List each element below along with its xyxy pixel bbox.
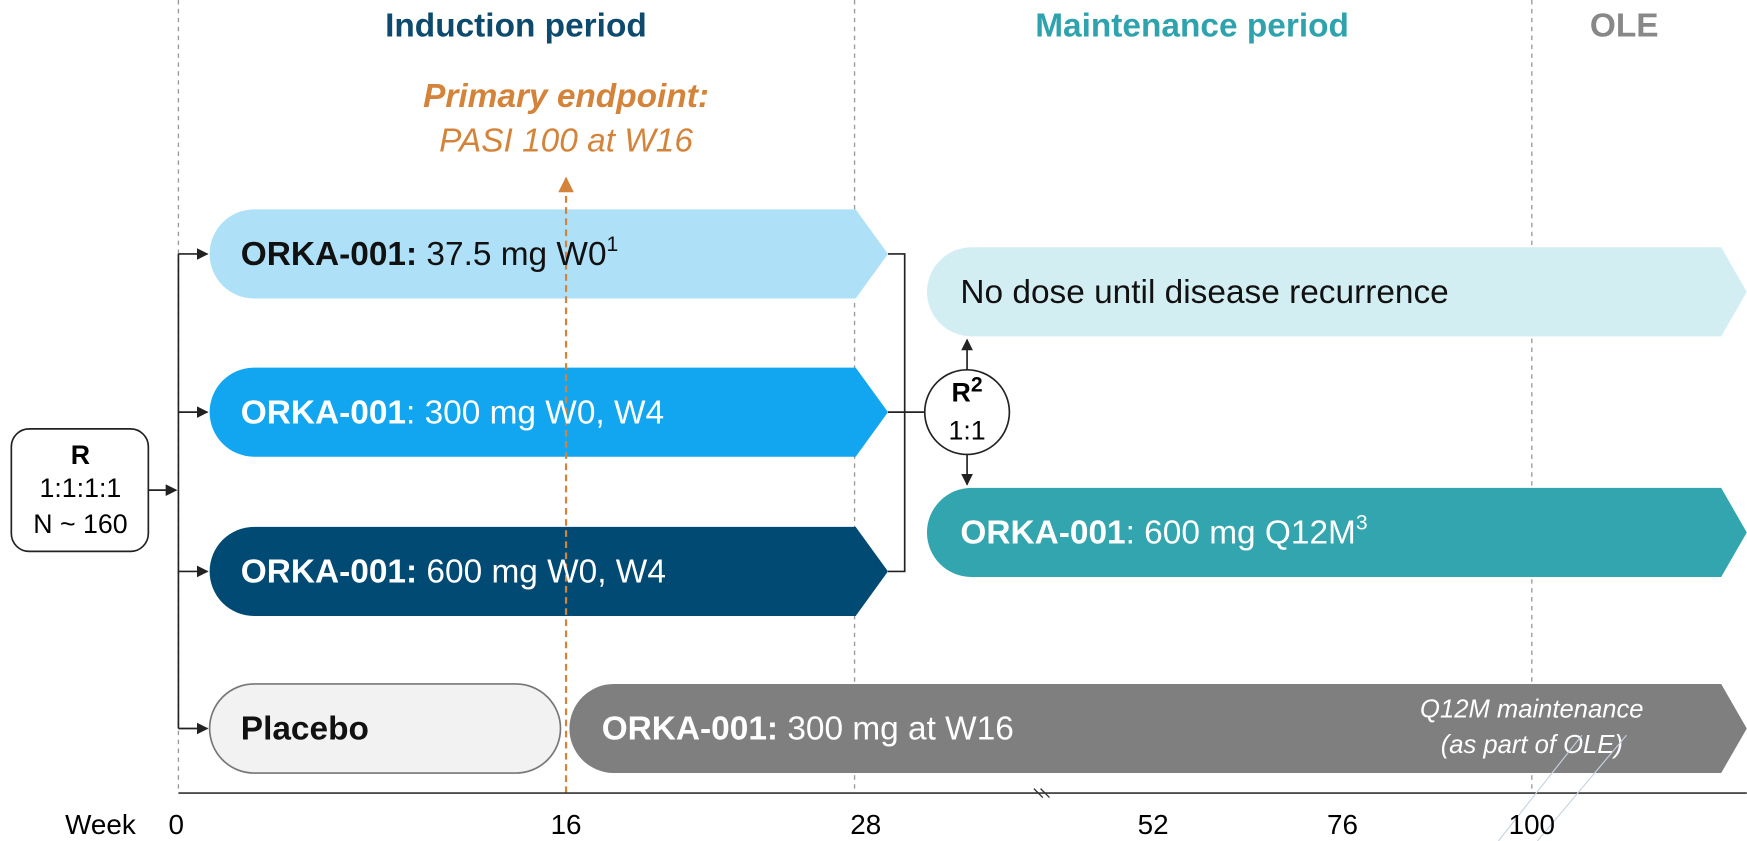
maintenance-heading: Maintenance period bbox=[1035, 8, 1349, 45]
maintenance-label: No dose until disease recurrence bbox=[960, 274, 1448, 311]
arm-bar bbox=[209, 367, 888, 457]
tick-label: 100 bbox=[1509, 809, 1555, 840]
rerand-label: R2 bbox=[952, 373, 983, 407]
tick-labels: 0 16 28 52 76 100 bbox=[168, 809, 1555, 840]
ole-note: (as part of OLE) bbox=[1441, 731, 1623, 759]
arm-label: ORKA-001: 37.5 mg W01 bbox=[241, 233, 619, 273]
tick-label: 16 bbox=[551, 809, 582, 840]
tick-label: 0 bbox=[168, 809, 183, 840]
arm-bar bbox=[209, 526, 888, 616]
rand-ratio: 1:1:1:1 bbox=[40, 473, 122, 503]
rerandomization-circle bbox=[923, 368, 1011, 456]
rerand-ratio: 1:1 bbox=[948, 415, 985, 445]
maintenance-label: ORKA-001: 600 mg Q12M3 bbox=[960, 511, 1367, 551]
randomization-box bbox=[10, 428, 150, 553]
rand-label: R bbox=[71, 440, 90, 470]
ole-note: Q12M maintenance bbox=[1420, 695, 1644, 723]
ole-heading: OLE bbox=[1590, 8, 1659, 45]
induction-heading: Induction period bbox=[385, 8, 647, 45]
decoration bbox=[1497, 734, 1627, 841]
axis-label: Week bbox=[65, 809, 136, 840]
arm-label: ORKA-001: 300 mg W0, W4 bbox=[241, 394, 664, 431]
crossover-bar bbox=[569, 683, 1747, 774]
endpoint-title: Primary endpoint: bbox=[423, 78, 709, 115]
connectors bbox=[148, 248, 973, 735]
arm-label: ORKA-001: 600 mg W0, W4 bbox=[241, 553, 666, 590]
tick-label: 76 bbox=[1327, 809, 1358, 840]
axis-break bbox=[1033, 788, 1050, 799]
endpoint-detail: PASI 100 at W16 bbox=[439, 122, 693, 159]
placebo-bar bbox=[208, 683, 562, 774]
maintenance-bar bbox=[926, 247, 1747, 337]
crossover-label: ORKA-001: 300 mg at W16 bbox=[602, 711, 1014, 748]
tick-label: 28 bbox=[850, 809, 881, 840]
tick-label: 52 bbox=[1138, 809, 1169, 840]
arm-bar bbox=[209, 209, 888, 299]
rand-n: N ~ 160 bbox=[33, 509, 127, 539]
arm-label: Placebo bbox=[241, 711, 369, 748]
maintenance-bar bbox=[926, 487, 1747, 578]
